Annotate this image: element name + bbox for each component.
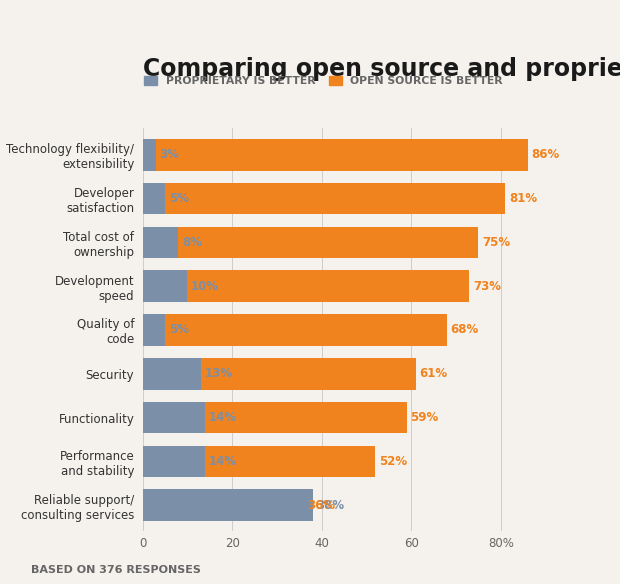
Legend: PROPRIETARY IS BETTER, OPEN SOURCE IS BETTER: PROPRIETARY IS BETTER, OPEN SOURCE IS BE…	[140, 71, 507, 91]
Text: 5%: 5%	[169, 192, 188, 205]
Bar	[143, 402, 407, 433]
Bar	[143, 314, 165, 346]
Bar	[143, 139, 156, 171]
Bar	[143, 183, 165, 214]
Bar	[143, 139, 528, 171]
Bar	[143, 446, 376, 477]
Text: 73%: 73%	[473, 280, 501, 293]
Text: 75%: 75%	[482, 236, 510, 249]
Bar	[143, 358, 201, 390]
Bar	[143, 227, 179, 258]
Bar	[143, 489, 304, 521]
Bar	[143, 183, 505, 214]
Text: 14%: 14%	[209, 411, 237, 424]
Text: 68%: 68%	[451, 324, 479, 336]
Bar	[143, 314, 447, 346]
Bar	[143, 446, 205, 477]
Text: 36%: 36%	[308, 499, 335, 512]
Text: BASED ON 376 RESPONSES: BASED ON 376 RESPONSES	[31, 565, 201, 575]
Bar	[143, 270, 469, 302]
Bar	[143, 270, 187, 302]
Text: 14%: 14%	[209, 455, 237, 468]
Text: 59%: 59%	[410, 411, 438, 424]
Bar	[143, 227, 479, 258]
Text: 52%: 52%	[379, 455, 407, 468]
Text: 8%: 8%	[182, 236, 202, 249]
Text: 3%: 3%	[159, 148, 180, 161]
Text: 10%: 10%	[191, 280, 219, 293]
Text: 81%: 81%	[509, 192, 537, 205]
Text: 13%: 13%	[205, 367, 232, 380]
Text: 86%: 86%	[531, 148, 559, 161]
Text: 38%: 38%	[316, 499, 345, 512]
Bar	[143, 358, 416, 390]
Text: 5%: 5%	[169, 324, 188, 336]
Bar	[143, 402, 205, 433]
Title: Comparing open source and proprietary software: Comparing open source and proprietary so…	[143, 57, 620, 81]
Text: 61%: 61%	[419, 367, 448, 380]
Bar	[143, 489, 312, 521]
